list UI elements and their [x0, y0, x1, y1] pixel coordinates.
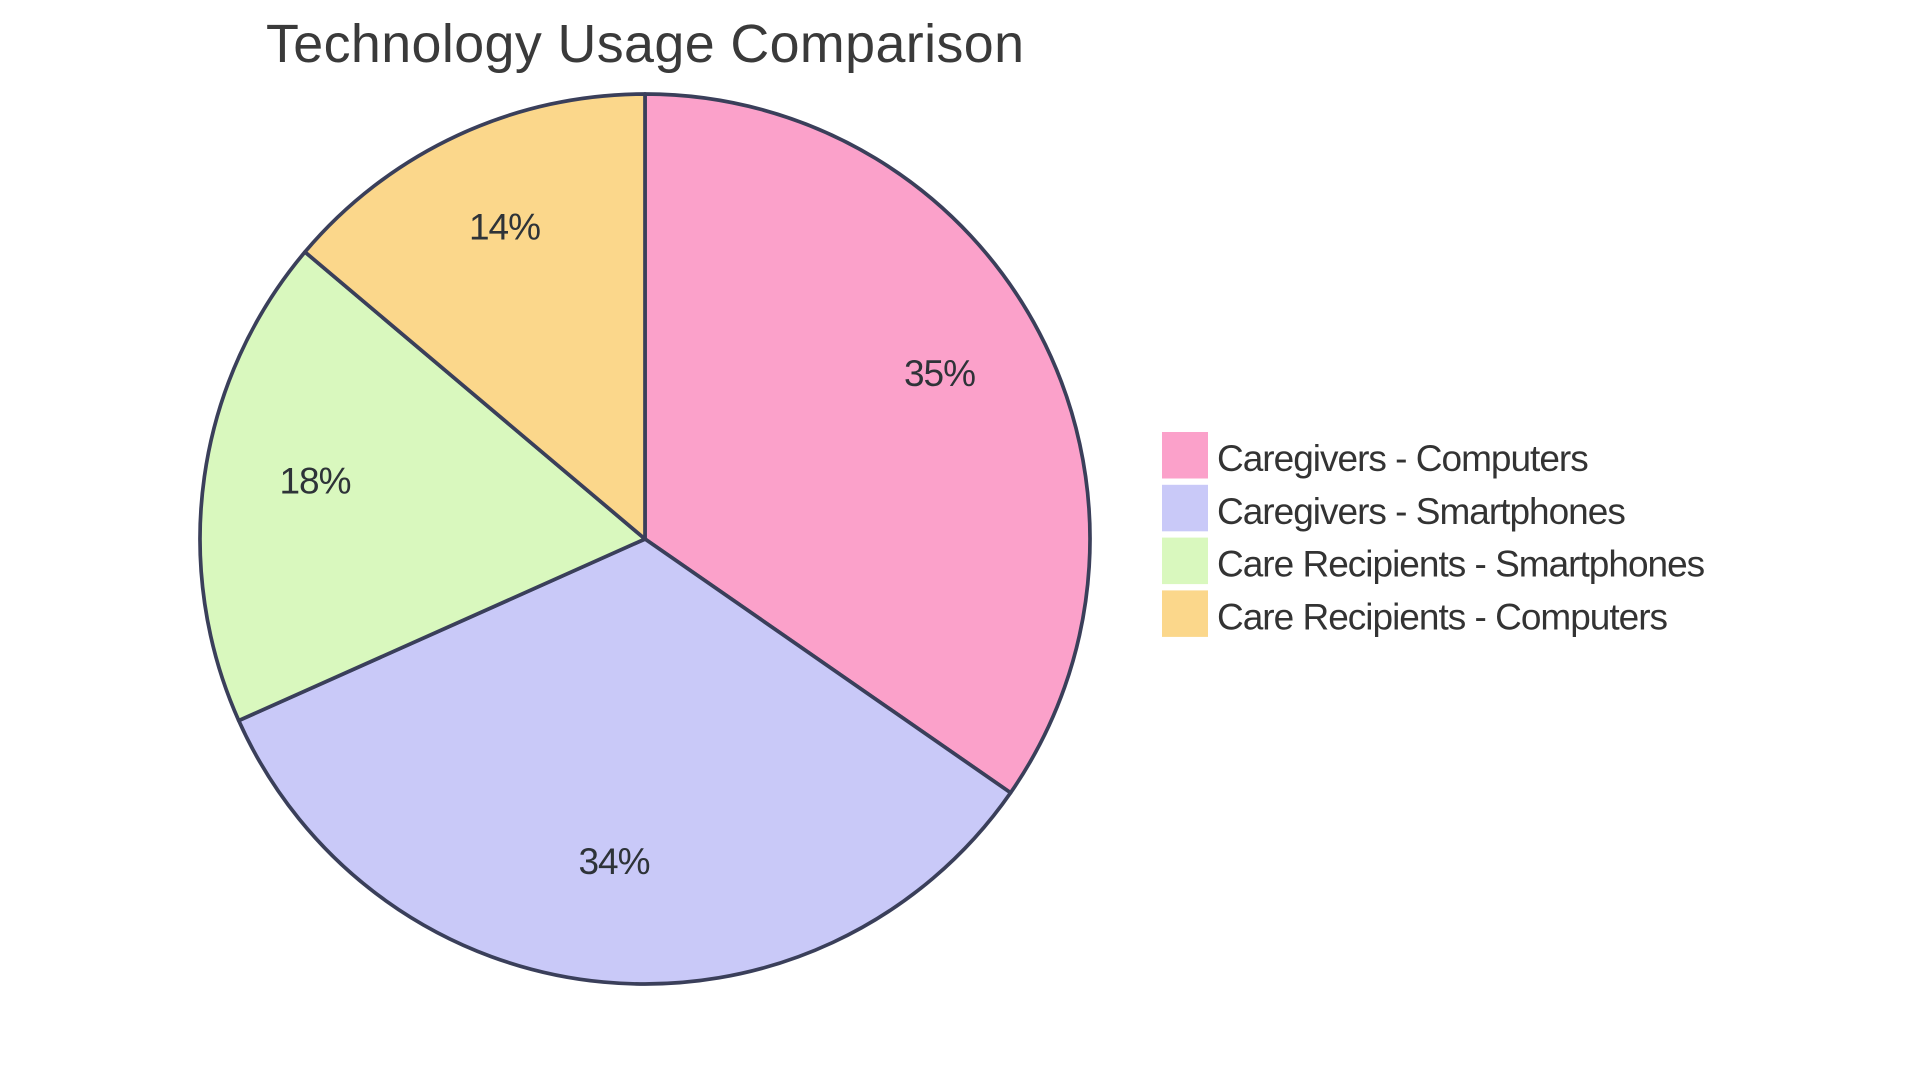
svg-text:18%: 18% — [279, 461, 350, 502]
svg-text:Care Recipients - Smartphones: Care Recipients - Smartphones — [1217, 544, 1705, 585]
svg-text:34%: 34% — [578, 841, 649, 882]
svg-text:14%: 14% — [469, 207, 540, 248]
svg-text:Caregivers - Computers: Caregivers - Computers — [1217, 438, 1588, 479]
svg-text:Caregivers - Smartphones: Caregivers - Smartphones — [1217, 491, 1625, 532]
svg-text:35%: 35% — [904, 353, 975, 394]
svg-text:Care Recipients - Computers: Care Recipients - Computers — [1217, 596, 1668, 637]
svg-text:Technology Usage Comparison: Technology Usage Comparison — [266, 14, 1024, 74]
